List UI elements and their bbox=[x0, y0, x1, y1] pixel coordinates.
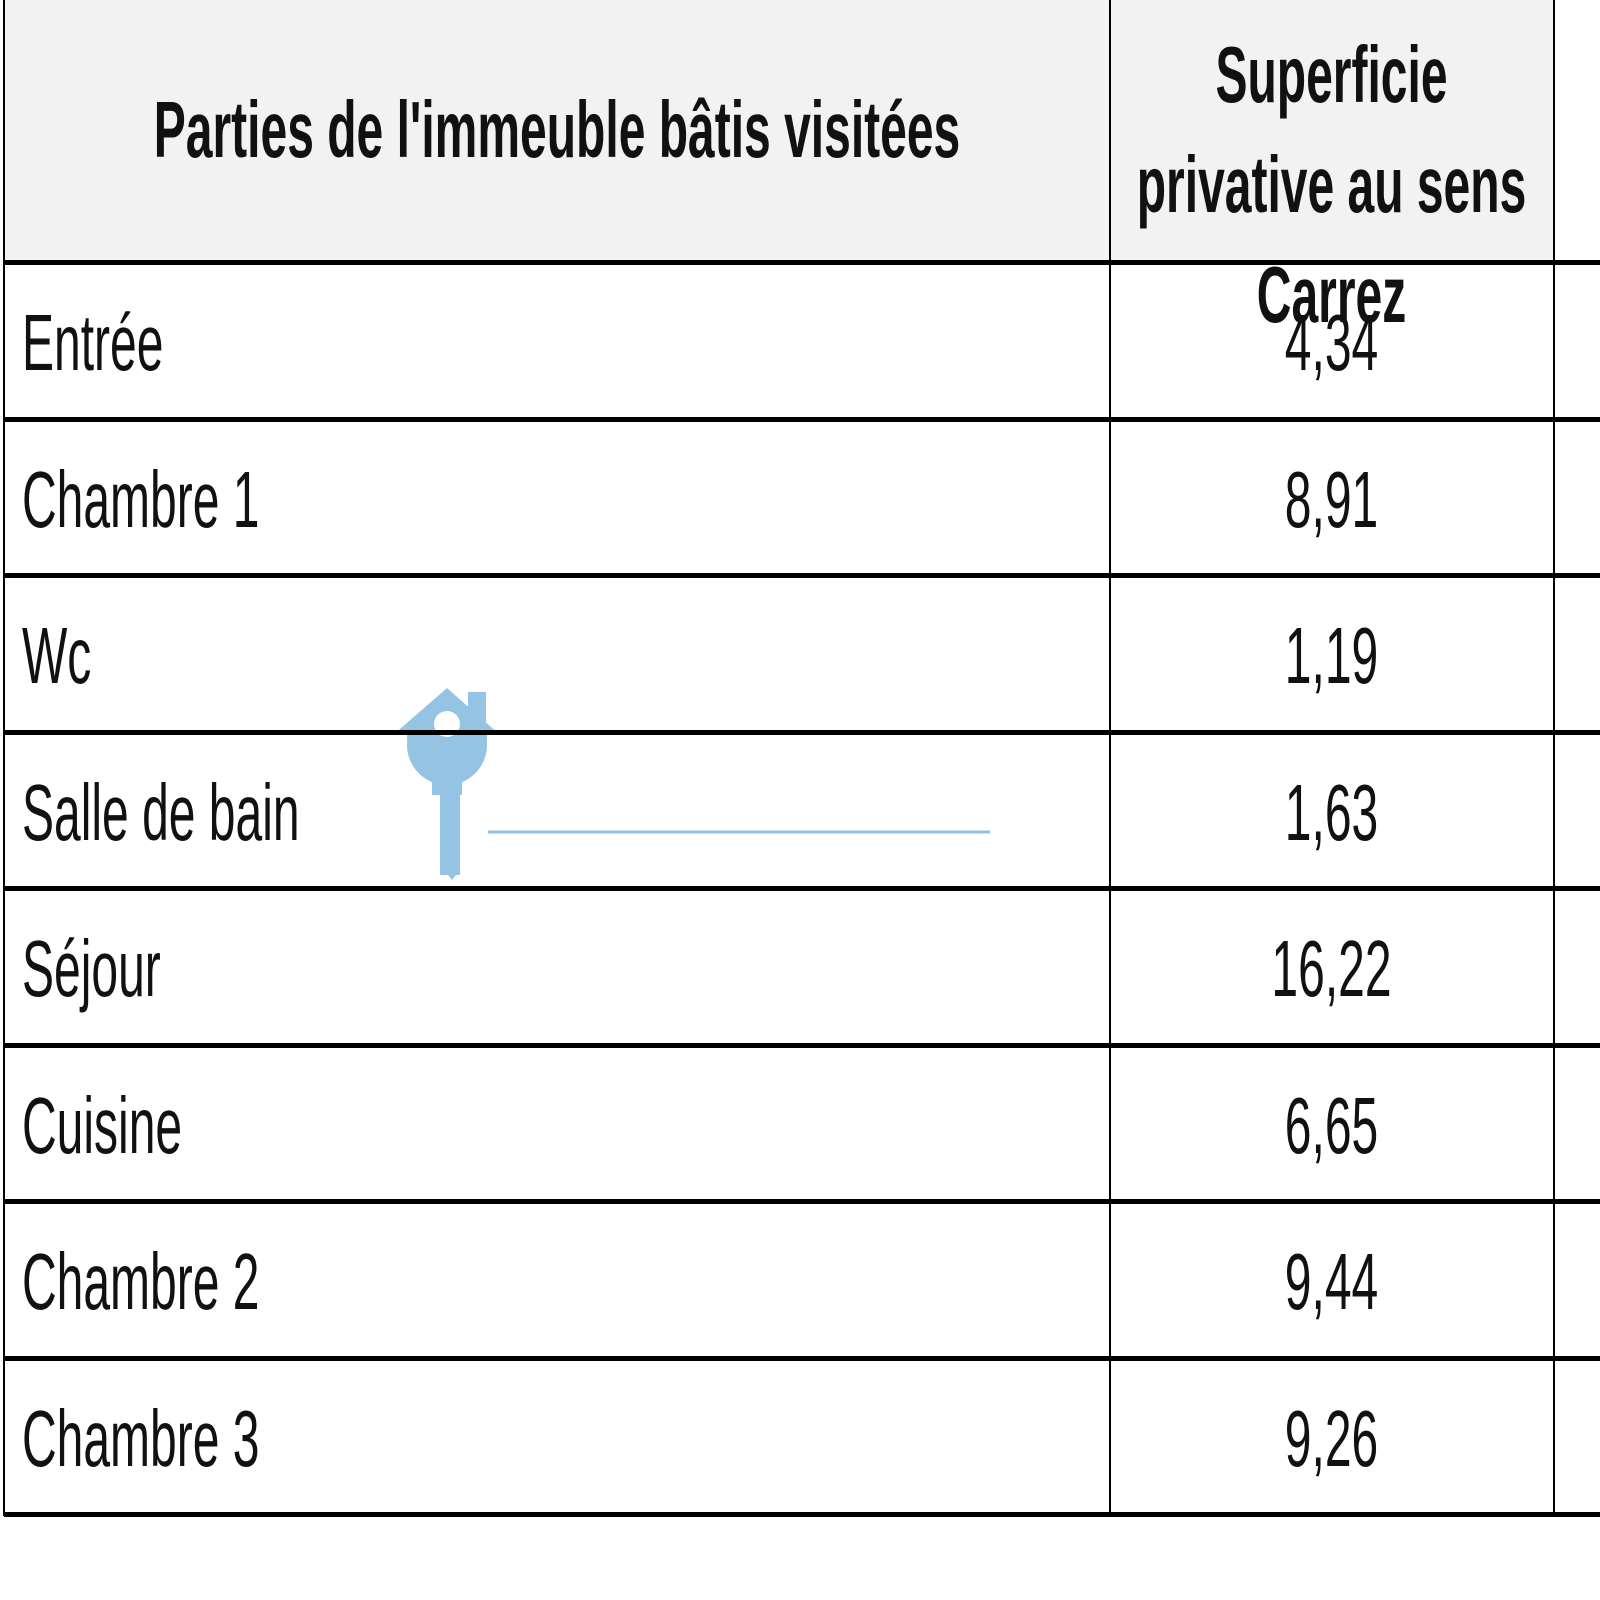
area-cell: 8,91 bbox=[1114, 445, 1549, 555]
header-background bbox=[4, 0, 1553, 262]
room-cell: Chambre 1 bbox=[22, 445, 1022, 555]
row-border bbox=[4, 1355, 1600, 1361]
cell-text: Séjour bbox=[22, 924, 161, 1013]
header-cell: Parties de l'immeuble bâtis visitées bbox=[14, 75, 1100, 185]
row-border bbox=[4, 416, 1600, 422]
column-border bbox=[3, 0, 5, 1516]
cell-text: 1,63 bbox=[1284, 767, 1379, 857]
cell-text: 8,91 bbox=[1284, 454, 1379, 544]
cell-text: Chambre 3 bbox=[22, 1393, 260, 1483]
area-cell: 16,22 bbox=[1114, 914, 1549, 1024]
cell-text: 9,26 bbox=[1284, 1393, 1379, 1483]
cell-text: Salle de bain bbox=[22, 767, 300, 857]
room-cell: Wc bbox=[22, 601, 1022, 711]
cell-text: Entrée bbox=[22, 298, 164, 387]
row-border bbox=[4, 573, 1600, 578]
room-cell: Entrée bbox=[22, 288, 1022, 398]
room-cell: Cuisine bbox=[22, 1071, 1022, 1181]
area-cell: 9,44 bbox=[1114, 1227, 1549, 1337]
area-cell: 1,63 bbox=[1114, 758, 1549, 868]
area-cell: 4,34 bbox=[1114, 288, 1549, 398]
cell-text: Wc bbox=[22, 611, 92, 700]
cell-text: 4,34 bbox=[1284, 298, 1379, 387]
room-cell: Chambre 3 bbox=[22, 1384, 1022, 1494]
area-cell: 1,19 bbox=[1114, 601, 1549, 711]
cell-text: Chambre 2 bbox=[22, 1237, 260, 1326]
row-border bbox=[4, 260, 1600, 265]
column-border bbox=[1553, 0, 1555, 1516]
cell-text: 1,19 bbox=[1284, 611, 1379, 700]
room-cell: Salle de bain bbox=[22, 758, 1022, 868]
row-border bbox=[4, 886, 1600, 891]
cell-text: 6,65 bbox=[1284, 1080, 1379, 1170]
room-cell: Chambre 2 bbox=[22, 1227, 1022, 1337]
cell-text: Parties de l'immeuble bâtis visitées bbox=[153, 85, 961, 174]
cell-text: Chambre 1 bbox=[22, 454, 260, 544]
cell-text: 16,22 bbox=[1271, 924, 1392, 1013]
area-cell: 9,26 bbox=[1114, 1384, 1549, 1494]
row-border bbox=[4, 729, 1600, 735]
column-border bbox=[1109, 0, 1111, 1516]
cell-text: Cuisine bbox=[22, 1080, 183, 1170]
room-cell: Séjour bbox=[22, 914, 1022, 1024]
cell-text: 9,44 bbox=[1284, 1237, 1379, 1326]
row-border bbox=[4, 1042, 1600, 1048]
area-cell: 6,65 bbox=[1114, 1071, 1549, 1181]
row-border bbox=[4, 1199, 1600, 1204]
row-border bbox=[4, 1512, 1600, 1517]
